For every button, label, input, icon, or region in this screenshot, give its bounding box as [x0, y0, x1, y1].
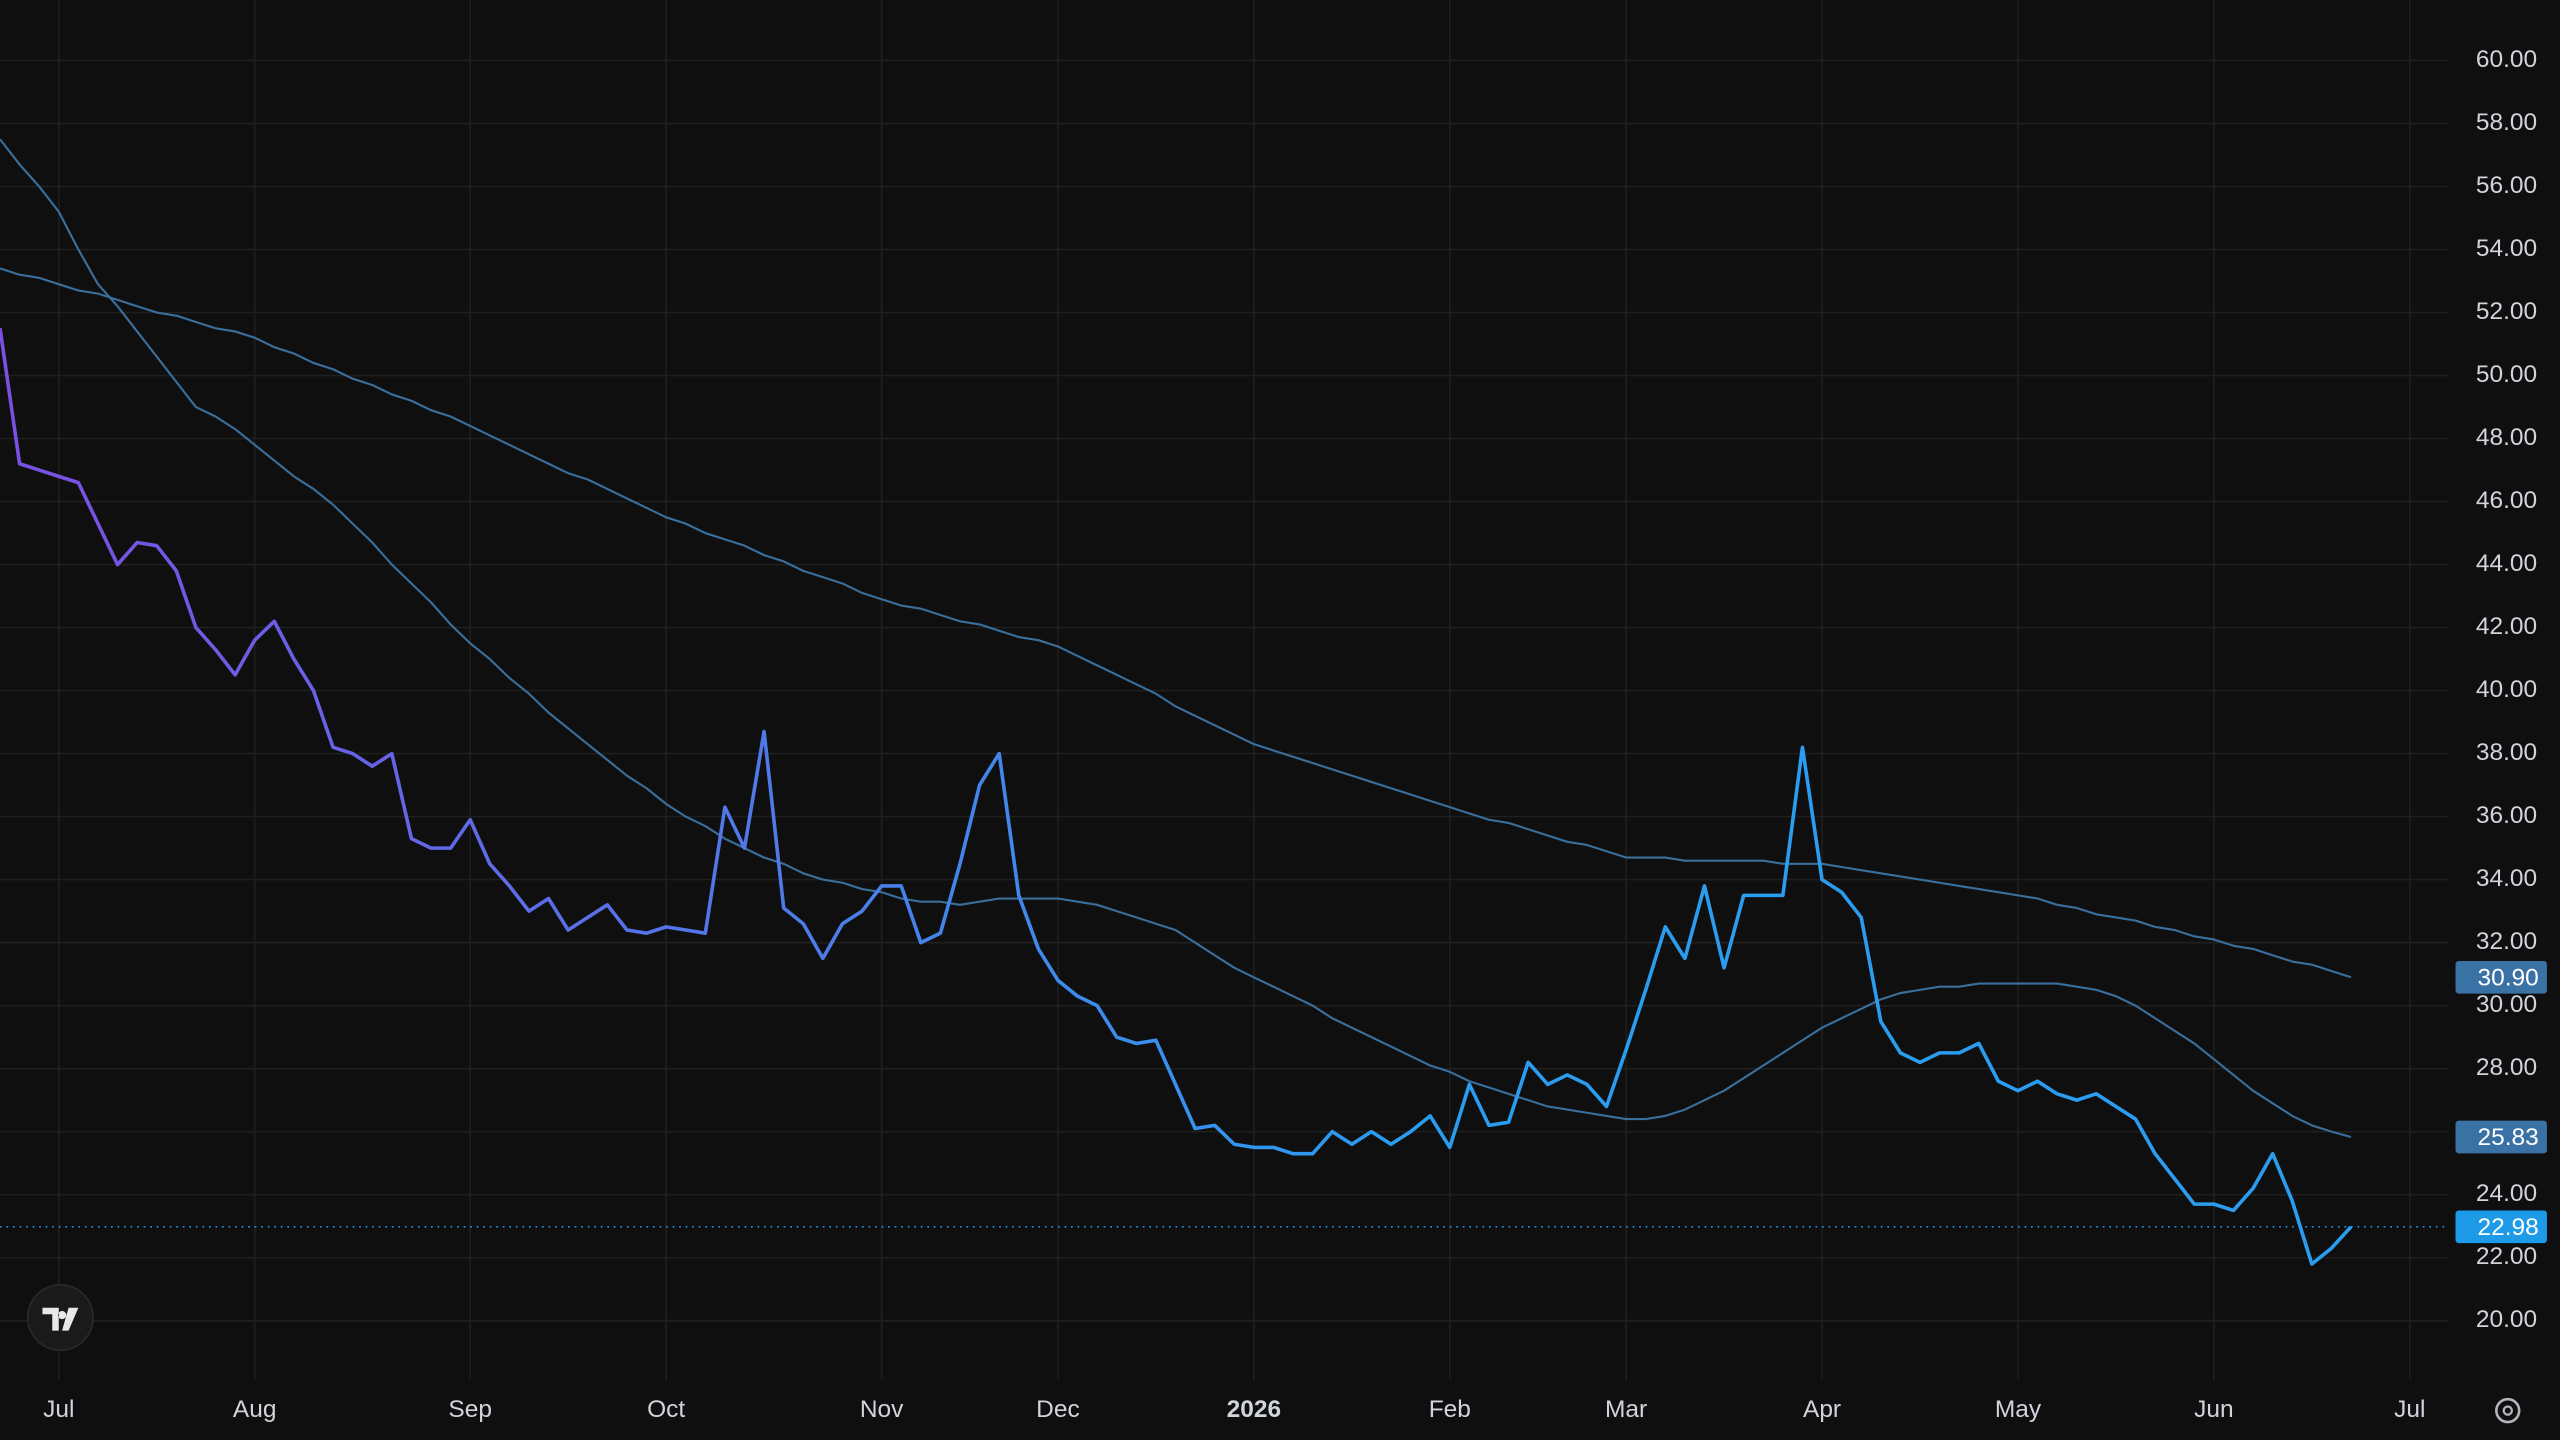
price-badge-label: 25.83	[2478, 1124, 2539, 1151]
y-tick-label: 38.00	[2476, 739, 2537, 766]
x-tick-label: Sep	[448, 1396, 492, 1423]
x-tick-label: Jun	[2194, 1396, 2233, 1423]
y-tick-label: 58.00	[2476, 109, 2537, 136]
x-tick-label: Apr	[1803, 1396, 1841, 1423]
y-tick-label: 42.00	[2476, 613, 2537, 640]
y-tick-label: 32.00	[2476, 928, 2537, 955]
y-tick-label: 40.00	[2476, 676, 2537, 703]
y-tick-label: 36.00	[2476, 802, 2537, 829]
logo[interactable]	[26, 1284, 94, 1352]
grid	[0, 0, 2449, 1380]
plot	[0, 138, 2449, 1266]
settings-icon[interactable]	[2495, 1397, 2521, 1424]
x-tick-label: Dec	[1036, 1396, 1080, 1423]
y-tick-label: 44.00	[2476, 550, 2537, 577]
x-tick-label: Mar	[1605, 1396, 1647, 1423]
x-tick-label: May	[1995, 1396, 2042, 1423]
y-tick-label: 56.00	[2476, 172, 2537, 199]
price-badge	[2455, 1210, 2547, 1244]
moving-average-line	[0, 267, 2352, 979]
y-tick-label: 28.00	[2476, 1054, 2537, 1081]
price-badge	[2455, 960, 2547, 994]
gear[interactable]	[2495, 1397, 2521, 1424]
y-tick-label: 46.00	[2476, 487, 2537, 514]
x-tick-label: Jul	[43, 1396, 74, 1423]
price-badge-label: 30.90	[2478, 964, 2539, 991]
y-tick-label: 30.00	[2476, 991, 2537, 1018]
y-tick-label: 54.00	[2476, 235, 2537, 262]
x-tick-label: 2026	[1227, 1396, 1281, 1423]
x-tick-label: Feb	[1429, 1396, 1471, 1423]
y-tick-label: 50.00	[2476, 361, 2537, 388]
y-tick-label: 60.00	[2476, 46, 2537, 73]
x-tick-label: Jul	[2394, 1396, 2425, 1423]
logo-mark[interactable]	[42, 1307, 79, 1331]
price-badge-label: 22.98	[2478, 1214, 2539, 1241]
x-tick-label: Aug	[233, 1396, 277, 1423]
y-tick-label: 20.00	[2476, 1306, 2537, 1333]
y-tick-label: 34.00	[2476, 865, 2537, 892]
y-tick-label: 22.00	[2476, 1243, 2537, 1270]
x-tick-label: Oct	[647, 1396, 685, 1423]
price-line	[0, 328, 2353, 1266]
x-tick-label: Nov	[860, 1396, 904, 1423]
y-tick-label: 24.00	[2476, 1180, 2537, 1207]
gear-hub[interactable]	[2502, 1405, 2513, 1416]
y-tick-label: 52.00	[2476, 298, 2537, 325]
y-tick-label: 48.00	[2476, 424, 2537, 451]
moving-average-line	[0, 138, 2352, 1139]
price-badge	[2455, 1120, 2547, 1154]
